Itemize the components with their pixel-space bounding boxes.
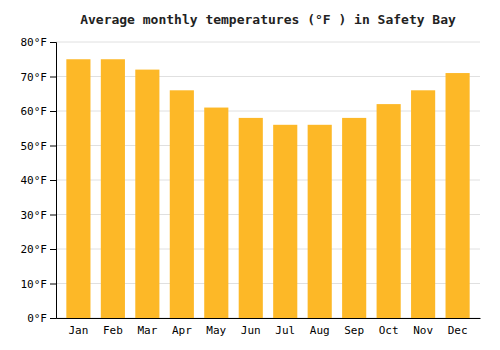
x-tick: Apr (172, 324, 192, 337)
x-tick: Dec (448, 324, 468, 337)
x-tick: May (206, 324, 226, 337)
y-tick: 70°F (21, 71, 57, 84)
y-tick-mark (50, 111, 56, 112)
title: Average monthly temperatures (°F ) in Sa… (80, 12, 456, 27)
x-tick: Nov (413, 324, 433, 337)
y-tick-label: 20°F (21, 243, 48, 256)
y-tick: 30°F (21, 209, 57, 222)
y-tick-mark (50, 146, 56, 147)
x-tick-label: Sep (344, 324, 364, 337)
y-tick-mark (50, 284, 56, 285)
bar (204, 108, 228, 318)
y-tick: 80°F (21, 36, 57, 49)
y-tick-mark (50, 77, 56, 78)
y-tick-mark (50, 180, 56, 181)
x-tick-label: Apr (172, 324, 192, 337)
x-tick: Oct (379, 324, 399, 337)
y-tick: 0°F (27, 312, 56, 325)
bar (446, 73, 470, 318)
bar (66, 59, 90, 318)
x-tick-label: Mar (137, 324, 157, 337)
bars (66, 59, 469, 318)
x-tick-label: Aug (310, 324, 330, 337)
bar (342, 118, 366, 318)
x-tick: Feb (103, 324, 123, 337)
x-tick: Mar (137, 324, 157, 337)
chart-container: Jan Feb Mar Apr May Jun Jul Aug Sep Oct Nov Dec 0°F 1… (0, 0, 500, 350)
chart-svg: Jan Feb Mar Apr May Jun Jul Aug Sep Oct Nov Dec 0°F 1… (0, 0, 500, 350)
y-tick: 20°F (21, 243, 57, 256)
x-tick: Sep (344, 324, 364, 337)
y-tick-mark (50, 215, 56, 216)
x-tick-label: Nov (413, 324, 433, 337)
bar (101, 59, 125, 318)
x-axis: Jan Feb Mar Apr May Jun Jul Aug Sep Oct Nov Dec (57, 319, 481, 337)
y-tick: 50°F (21, 140, 57, 153)
plot: Jan Feb Mar Apr May Jun Jul Aug Sep Oct Nov Dec 0°F 1… (21, 36, 481, 337)
x-tick: Jun (241, 324, 261, 337)
y-axis-line (50, 43, 57, 319)
x-tick: Jan (68, 324, 88, 337)
x-tick: Jul (275, 324, 295, 337)
bar (135, 70, 159, 318)
x-tick-label: May (206, 324, 226, 337)
y-tick: 40°F (21, 174, 57, 187)
x-tick-label: Jun (241, 324, 261, 337)
x-tick-label: Oct (379, 324, 399, 337)
y-tick-label: 60°F (21, 105, 48, 118)
y-tick-mark (50, 249, 56, 250)
y-axis: 0°F 10°F 20°F 30°F 40°F 50°F 60°F 70°F 80°F (21, 36, 57, 325)
y-tick: 10°F (21, 278, 57, 291)
x-tick-label: Dec (448, 324, 468, 337)
y-tick: 60°F (21, 105, 57, 118)
x-axis-line (57, 318, 481, 319)
bar (239, 118, 263, 318)
x-tick-label: Feb (103, 324, 123, 337)
x-tick: Aug (310, 324, 330, 337)
grid-line (56, 42, 480, 43)
y-tick-mark (50, 318, 56, 319)
y-tick-mark (50, 42, 56, 43)
x-tick-label: Jul (275, 324, 295, 337)
y-tick-label: 70°F (21, 71, 48, 84)
bar (170, 90, 194, 318)
y-tick-label: 40°F (21, 174, 48, 187)
y-tick-label: 0°F (27, 312, 47, 325)
y-tick-label: 80°F (21, 36, 48, 49)
grid (56, 42, 480, 318)
bar (273, 125, 297, 318)
bar (377, 104, 401, 318)
y-tick-label: 30°F (21, 209, 48, 222)
x-tick-label: Jan (68, 324, 88, 337)
y-tick-label: 50°F (21, 140, 48, 153)
y-tick-label: 10°F (21, 278, 48, 291)
bar (308, 125, 332, 318)
bar (411, 90, 435, 318)
